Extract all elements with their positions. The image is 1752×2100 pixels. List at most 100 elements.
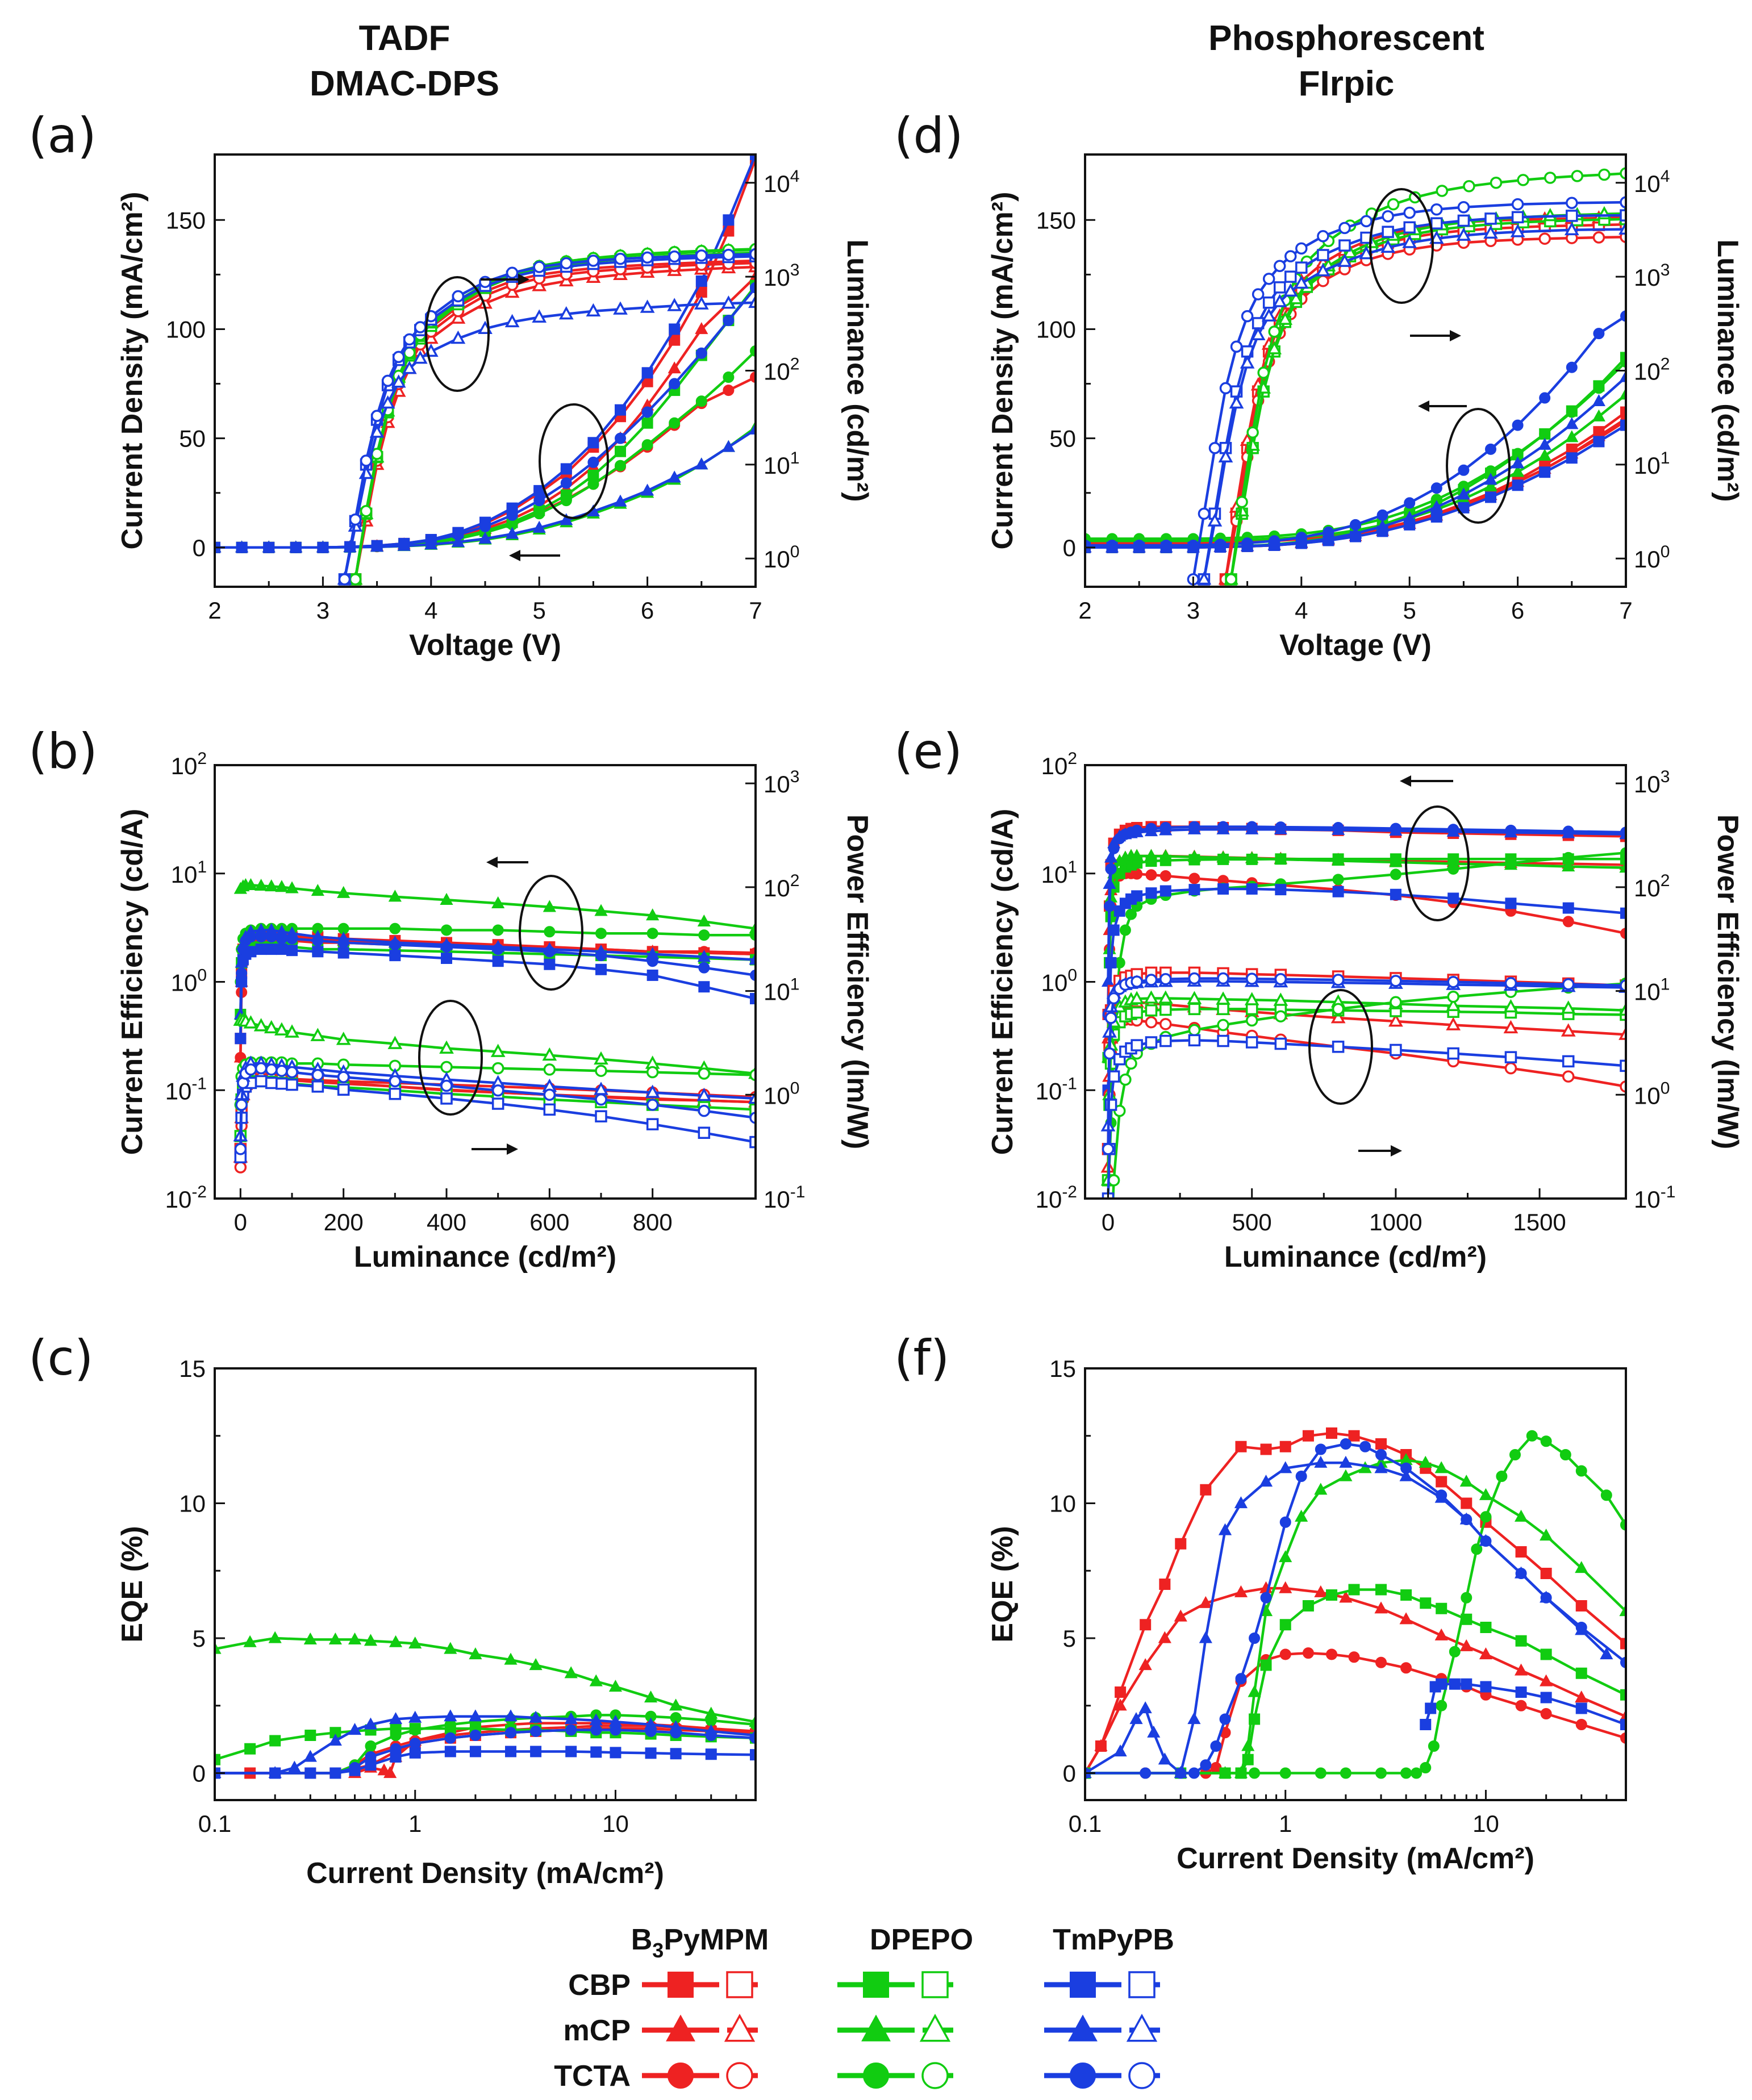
point-a-tmpypb-tcta-l-4 (381, 374, 394, 387)
point-f-tmpypb-tcta-22 (1575, 1622, 1587, 1633)
point-d-tmpypb-mcp-l-13 (1380, 239, 1395, 253)
panel-label-f: (f) (894, 1330, 949, 1387)
point-e-dpepo-tcta-ce-5 (1125, 908, 1137, 920)
point-a-tmpypb-cbp-j-18 (695, 275, 707, 287)
point-b-dpepo-mcp-pe-7 (285, 1024, 299, 1038)
point-d-tmpypb-tcta-j-12 (1404, 497, 1416, 509)
y2-tick-label-a: 103 (764, 261, 799, 291)
point-d-tmpypb-mcp-l-6 (1261, 308, 1277, 322)
point-e-dpepo-tcta-pe-14 (1390, 996, 1402, 1009)
point-b-tmpypb-tcta-ce-8 (286, 933, 298, 945)
panel-c: (c) 0.1 1 10 0 5 10 15 Current Density (mA/cm²) E… (28, 1330, 757, 1890)
y-tick-label-e: 10-2 (1036, 1183, 1077, 1213)
point-b-dpepo-tcta-pe-15 (595, 1064, 607, 1077)
point-e-tmpypb-cbp-ce-14 (1332, 886, 1344, 897)
point-f-b3pympm-cbp-8 (1260, 1443, 1272, 1455)
point-e-b3pympm-tcta-ce-18 (1562, 916, 1574, 928)
legend-marker-open-b3pympm-tcta (726, 2062, 753, 2089)
annotation-ellipse-a-1 (539, 403, 609, 519)
annotation-ellipse-d-0 (1369, 188, 1434, 304)
point-f-b3pympm-mcp-9 (1279, 1581, 1292, 1593)
point-d-b3pympm-cbp-j-20 (1620, 406, 1626, 418)
y2-tick-label-d: 102 (1634, 355, 1670, 385)
point-f-dpepo-cbp-6 (1260, 1659, 1272, 1671)
point-f-tmpypb-mcp-3 (1138, 1701, 1152, 1714)
point-b-tmpypb-cbp-pe-11 (389, 1087, 402, 1100)
y2-tick-label-a: 102 (764, 355, 799, 385)
point-b-dpepo-tcta-pe-13 (491, 1062, 504, 1075)
point-e-dpepo-cbp-ce-19 (1620, 853, 1626, 865)
point-d-tmpypb-mcp-l-5 (1250, 327, 1266, 341)
point-f-b3pympm-cbp-17 (1461, 1497, 1472, 1509)
y-axis-label-e: Current Efficiency (cd/A) (986, 809, 1019, 1155)
point-d-tmpypb-cbp-l-9 (1295, 261, 1308, 274)
point-f-dpepo-mcp-20 (1575, 1561, 1588, 1573)
point-e-tmpypb-cbp-ce-7 (1131, 890, 1143, 902)
point-b-tmpypb-tcta-pe-6 (265, 1063, 278, 1076)
point-f-tmpypb-tcta-10 (1279, 1516, 1291, 1528)
x-tick-label-a: 7 (749, 597, 762, 624)
y-tick-label-e: 102 (1041, 749, 1077, 779)
y-tick-label-b: 101 (171, 858, 207, 888)
point-e-tmpypb-cbp-pe-13 (1274, 1037, 1287, 1050)
point-c-tmpypb-mcp-11 (504, 1709, 518, 1722)
point-c-dpepo-mcp-7 (389, 1635, 403, 1647)
point-f-b3pympm-tcta-17 (1515, 1700, 1527, 1711)
point-e-dpepo-mcp-pe-9 (1158, 990, 1173, 1004)
point-e-tmpypb-cbp-ce-11 (1217, 883, 1229, 895)
point-b-dpepo-mcp-ce-12 (491, 896, 505, 908)
point-a-b3pympm-mcp-j-17 (668, 361, 681, 374)
point-d-tmpypb-tcta-j-20 (1620, 310, 1626, 322)
point-b-tmpypb-tcta-pe-1 (235, 1099, 248, 1111)
y2-tick-label-a: 101 (764, 449, 799, 479)
point-e-tmpypb-cbp-pe-7 (1131, 1039, 1143, 1051)
y-axis-label-d: Current Density (mA/cm²) (986, 192, 1019, 550)
y-tick-label-f: 10 (1049, 1491, 1076, 1517)
point-b-dpepo-tcta-ce-11 (389, 922, 401, 934)
point-e-dpepo-tcta-ce-4 (1119, 924, 1131, 936)
point-b-tmpypb-cbp-ce-6 (265, 943, 277, 955)
point-e-tmpypb-tcta-pe-8 (1145, 974, 1158, 986)
point-d-tmpypb-cbp-l-10 (1317, 249, 1329, 261)
point-d-dpepo-tcta-l-12 (1408, 191, 1421, 204)
point-d-tmpypb-cbp-l-6 (1262, 296, 1275, 309)
point-c-tmpypb-tcta-7 (409, 1738, 421, 1750)
point-b-dpepo-mcp-pe-3 (243, 1015, 258, 1029)
point-d-tmpypb-mcp-j-19 (1592, 394, 1605, 406)
point-d-tmpypb-tcta-j-7 (1269, 535, 1280, 547)
point-e-dpepo-mcp-ce-15 (1389, 855, 1403, 867)
series-group-a (215, 155, 756, 586)
point-b-tmpypb-cbp-pe-8 (286, 1078, 298, 1091)
point-a-b3pympm-tcta-j-20 (750, 371, 756, 383)
annotation-ellipse-e-0 (1405, 805, 1470, 921)
point-a-tmpypb-tcta-l-5 (392, 350, 405, 364)
point-d-tmpypb-tcta-j-17 (1539, 392, 1551, 404)
x-tick-label-a: 4 (424, 597, 437, 624)
y2-tick-label-e: 102 (1634, 871, 1670, 901)
point-d-tmpypb-mcp-l-2 (1218, 449, 1233, 463)
legend-header-dpepo: DPEPO (870, 1923, 973, 1956)
point-b-tmpypb-tcta-ce-7 (276, 933, 287, 945)
point-e-dpepo-tcta-pe-10 (1217, 1018, 1229, 1032)
point-f-b3pympm-cbp-7 (1235, 1441, 1247, 1452)
legend-marker-open-b3pympm-mcp (724, 2014, 756, 2042)
point-b-dpepo-mcp-ce-3 (244, 878, 258, 890)
point-b-tmpypb-cbp-pe-6 (265, 1076, 278, 1089)
point-f-dpepo-mcp-10 (1339, 1469, 1353, 1481)
point-f-tmpypb-tcta-7 (1235, 1673, 1247, 1685)
legend-marker-open-tmpypb-mcp (1126, 2014, 1158, 2042)
point-b-tmpypb-tcta-pe-9 (311, 1068, 324, 1082)
point-e-tmpypb-cbp-pe-14 (1332, 1041, 1345, 1053)
point-f-b3pympm-cbp-4 (1159, 1579, 1171, 1590)
point-d-b3pympm-tcta-l-17 (1538, 232, 1551, 245)
x-tick-label-d: 7 (1619, 597, 1632, 624)
point-b-dpepo-mcp-ce-9 (337, 886, 351, 898)
x-tick-label-c: 10 (602, 1810, 629, 1837)
point-f-b3pympm-cbp-16 (1436, 1476, 1448, 1488)
panel-e: (e) 0 500 1000 1500 10-2 10-1 100 101 102 10-1 100 1… (894, 723, 1744, 1274)
point-e-tmpypb-tcta-pe-3 (1107, 992, 1120, 1005)
annotation-ellipse-b-1 (418, 1000, 483, 1116)
legend-header-tmpypb: TmPyPB (1053, 1923, 1174, 1956)
point-d-tmpypb-tcta-j-13 (1430, 482, 1442, 494)
